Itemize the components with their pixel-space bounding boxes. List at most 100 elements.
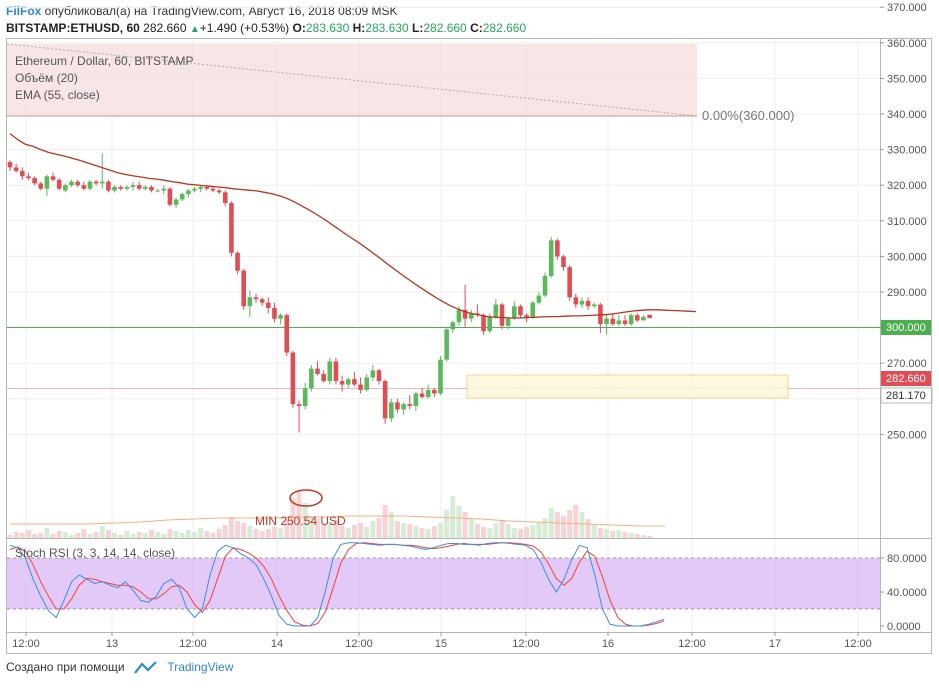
candle-body <box>345 379 351 385</box>
candle <box>284 313 290 357</box>
price-tag-last-text: 282.660 <box>886 373 926 385</box>
candle-body <box>20 170 25 177</box>
candle <box>345 377 351 389</box>
candle <box>567 265 572 301</box>
candle <box>518 304 523 319</box>
volume-bar <box>136 532 142 538</box>
stoch-band <box>7 558 880 609</box>
candle-body <box>173 199 179 205</box>
volume-bar <box>222 525 228 538</box>
volume-bar <box>364 527 370 538</box>
candle-body <box>548 240 554 276</box>
volume-bar <box>640 535 646 538</box>
candle-body <box>425 389 431 398</box>
volume-bar <box>481 527 487 538</box>
candle-body <box>628 315 634 325</box>
candle-body <box>555 240 560 257</box>
candle <box>50 172 56 182</box>
candle <box>376 368 382 385</box>
candle <box>309 364 314 392</box>
candle-body <box>63 185 68 191</box>
candle-body <box>118 186 123 189</box>
candle-body <box>222 192 228 203</box>
volume-bar <box>284 519 290 538</box>
candle <box>352 372 357 387</box>
candle-body <box>235 252 240 271</box>
ema-line <box>9 133 697 319</box>
candle-body <box>481 315 486 332</box>
candle <box>499 302 505 330</box>
price-chart[interactable]: 0.00%(360.000) MIN 250.54 USD 380.000370… <box>0 0 939 660</box>
volume-bar <box>530 525 536 538</box>
candle <box>241 268 246 310</box>
candle-body <box>382 381 388 419</box>
candle-body <box>333 361 339 381</box>
close-value: 282.660 <box>482 21 527 35</box>
candle-body <box>253 297 259 300</box>
candle-body <box>450 322 456 330</box>
candle <box>106 179 111 193</box>
min-marker <box>289 489 323 507</box>
candle-body <box>13 167 19 171</box>
price-tick-label: 370.000 <box>887 2 927 14</box>
volume-bar <box>56 531 62 538</box>
volume-bar <box>241 523 247 538</box>
candle <box>579 297 585 309</box>
candle-body <box>542 275 548 296</box>
candle <box>296 400 302 433</box>
candle-body <box>136 185 142 189</box>
high-value: 283.630 <box>365 21 409 35</box>
price-tick-label: 360.000 <box>887 38 927 50</box>
volume-bar <box>499 520 505 538</box>
time-tick-label: 12:00 <box>678 638 706 650</box>
volume-bar <box>597 528 603 538</box>
candle <box>216 188 222 195</box>
volume-bar <box>431 526 437 538</box>
volume-bar <box>216 529 222 538</box>
candle <box>272 302 277 323</box>
candle <box>38 181 44 191</box>
time-tick-label: 12:00 <box>844 638 872 650</box>
candle <box>628 313 634 326</box>
candle-body <box>641 316 646 321</box>
candle-body <box>216 190 222 193</box>
candle <box>143 185 148 191</box>
volume-bar <box>438 523 443 538</box>
time-tick-label: 12:00 <box>179 638 207 650</box>
candle <box>63 183 68 193</box>
candle-body <box>272 308 277 319</box>
candle <box>130 181 136 191</box>
time-tick-label: 12:00 <box>512 638 540 650</box>
price-tick-label: 300.000 <box>887 251 927 263</box>
ohlc-line: BITSTAMP:ETHUSD, 60 282.660 ▲+1.490 (+0.… <box>6 21 526 35</box>
candle-body <box>339 381 345 385</box>
volume-bar <box>271 527 277 538</box>
low-label: L: <box>412 21 424 35</box>
candle <box>167 186 173 207</box>
volume-bar <box>554 512 560 538</box>
candle-body <box>616 320 622 325</box>
volume-bar <box>38 533 44 538</box>
candle <box>81 181 87 191</box>
created-with-text: Создано при помощи <box>6 660 125 674</box>
volume-bar <box>462 512 468 538</box>
candle-body <box>438 359 443 394</box>
candle-body <box>75 181 80 186</box>
volume-bar <box>44 528 50 538</box>
stoch-d-line <box>9 542 665 627</box>
legend-volume: Объём (20) <box>15 71 78 85</box>
candle-body <box>487 316 492 332</box>
candle-body <box>81 185 87 189</box>
volume-bar <box>450 496 456 538</box>
candle <box>302 382 308 410</box>
candle-body <box>198 186 203 189</box>
candle <box>622 315 628 326</box>
candle-body <box>32 178 37 184</box>
candle-body <box>622 320 628 325</box>
volume-bar <box>253 529 259 538</box>
candle <box>13 163 19 173</box>
tradingview-link[interactable]: TradingView <box>167 660 234 674</box>
candles <box>7 153 652 433</box>
candle-body <box>561 256 566 268</box>
volume-bar <box>228 517 234 538</box>
